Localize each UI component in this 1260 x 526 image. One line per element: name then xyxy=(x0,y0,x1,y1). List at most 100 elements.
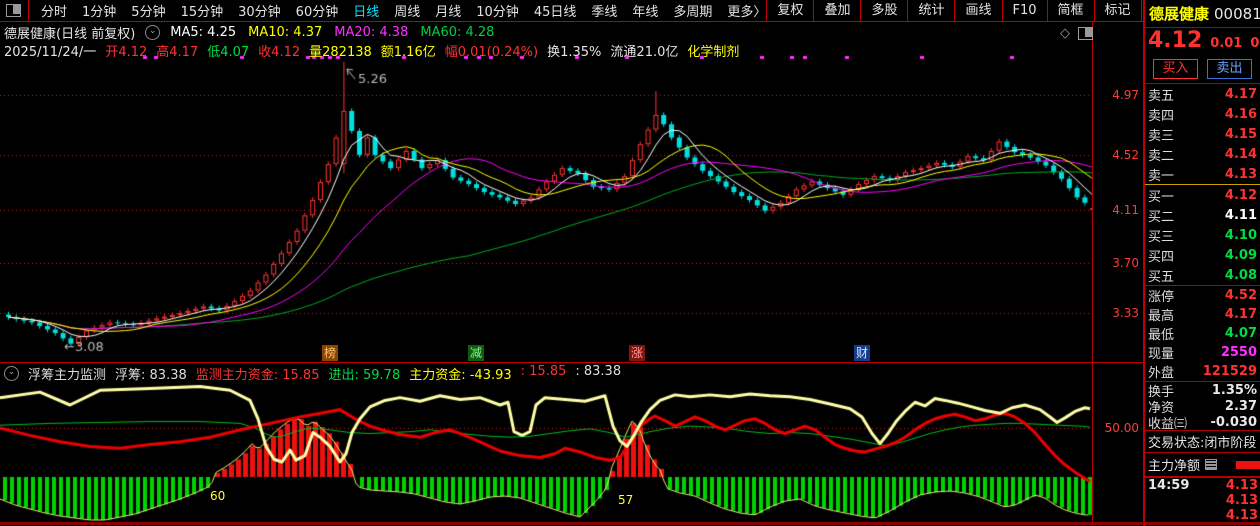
toolbar-button[interactable]: 标记 xyxy=(1093,0,1141,21)
toolbar-button[interactable]: 叠加 xyxy=(813,0,860,21)
ohlc-info-bar: 2025/11/24/一 开4.12 高4.17 低4.07 收4.12 量282138 额… xyxy=(4,42,740,60)
main-net-inflow-row: 主力净额 xyxy=(1145,453,1260,476)
hist-peak-label: 57 xyxy=(618,493,634,507)
indicator-header: ⌄ 浮筹主力监测 浮筹: 83.38 监测主力资金: 15.85 进出: 59.78 主… xyxy=(4,364,621,383)
info-item: 换1.35% xyxy=(547,45,602,60)
split-view-icon[interactable] xyxy=(1078,27,1093,40)
ma-value: MA10: 4.37 xyxy=(248,25,323,40)
chevron-down-icon[interactable]: ⌄ xyxy=(4,365,19,381)
bid-row[interactable]: 买五 4.08 xyxy=(1145,265,1260,285)
bid-row[interactable]: 买三 4.10 xyxy=(1145,225,1260,245)
stat-label: 最高 xyxy=(1148,309,1175,324)
period-tab[interactable]: 60分钟 xyxy=(295,5,339,20)
buy-button[interactable]: 买入 xyxy=(1153,59,1198,79)
info-item: 流通21.0亿 xyxy=(610,45,679,60)
toolbar-button[interactable]: 多股 xyxy=(860,0,907,21)
stats2-section: 换手 1.35% 净资 2.37 收益㈢ -0.030 xyxy=(1145,382,1260,432)
indicator-value: 主力资金: -43.93 xyxy=(409,367,512,383)
period-tab[interactable]: 更多〉 xyxy=(727,5,767,20)
bid-price: 4.12 xyxy=(1224,187,1257,203)
info-item: 幅0.01(0.24%) xyxy=(444,45,539,60)
stat-row: 最高 4.17 xyxy=(1145,305,1260,324)
ask-label: 卖三 xyxy=(1148,128,1175,144)
indicator-value: 浮筹: 83.38 xyxy=(115,367,187,383)
ma-values: MA5: 4.25 MA10: 4.37 MA20: 4.38 MA60: 4.28 xyxy=(170,25,494,40)
list-icon[interactable] xyxy=(1205,459,1218,470)
watermark-chip[interactable]: 财 xyxy=(854,345,870,361)
period-tab[interactable]: 日线 xyxy=(353,5,380,20)
chart-header: 德展健康(日线 前复权) ⌄ MA5: 4.25 MA10: 4.37 MA20: … xyxy=(4,24,494,42)
tick-list: 14:59 4.13 4.13 4.13 xyxy=(1145,478,1260,523)
info-item: 额1.16亿 xyxy=(380,45,436,60)
sell-button[interactable]: 卖出 xyxy=(1207,59,1252,79)
info-item: 高4.17 xyxy=(156,45,199,60)
top-toolbar: 分时 1分钟 5分钟 15分钟 30分钟 60分钟 日线 周线 月线 10分钟 45日线 季线 年线 多周… xyxy=(0,0,1235,22)
trade-status-value: 闭市阶段 xyxy=(1204,436,1257,451)
price-change-pct: 0.24% xyxy=(1250,36,1260,51)
period-tab[interactable]: 分时 xyxy=(41,5,68,20)
period-tab[interactable]: 周线 xyxy=(394,5,421,20)
watermark-chip[interactable]: 涨 xyxy=(629,345,645,361)
stock-chart-canvas[interactable] xyxy=(0,0,1093,526)
toolbar-button[interactable]: 简框 xyxy=(1046,0,1094,21)
ma-value: MA20: 4.38 xyxy=(334,25,409,40)
period-tab[interactable]: 1分钟 xyxy=(82,5,117,20)
tick-row: 4.13 xyxy=(1145,508,1260,523)
window-split-icon[interactable] xyxy=(6,4,21,17)
bid-label: 买三 xyxy=(1148,229,1175,245)
tick-price: 4.13 xyxy=(1225,493,1258,508)
chart-title: 德展健康(日线 前复权) xyxy=(4,27,136,42)
ask-row[interactable]: 卖四 4.16 xyxy=(1145,104,1260,124)
period-tab[interactable]: 45日线 xyxy=(533,5,577,20)
net-inflow-label: 主力净额 xyxy=(1148,459,1201,474)
info-item: 化学制剂 xyxy=(687,45,740,60)
period-tab[interactable]: 季线 xyxy=(591,5,618,20)
tick-price: 4.13 xyxy=(1225,478,1258,493)
period-tab[interactable]: 5分钟 xyxy=(131,5,166,20)
mid-price-separator xyxy=(1145,184,1260,185)
toolbar-button[interactable]: 统计 xyxy=(907,0,954,21)
tick-row: 14:59 4.13 xyxy=(1145,478,1260,493)
chart-corner-icons: ◇ xyxy=(1060,26,1093,41)
stat-label: 净资 xyxy=(1148,400,1175,416)
bid-row[interactable]: 买一 4.12 xyxy=(1145,185,1260,205)
info-item: 低4.07 xyxy=(207,45,250,60)
ask-label: 卖一 xyxy=(1148,168,1175,184)
hist-peak-label: 60 xyxy=(210,489,226,503)
indicator-values: 浮筹主力监测 浮筹: 83.38 监测主力资金: 15.85 进出: 59.78 主力资… xyxy=(28,364,621,383)
ask-row[interactable]: 卖一 4.13 xyxy=(1145,164,1260,184)
ask-price: 4.13 xyxy=(1224,166,1257,182)
period-tab[interactable]: 多周期 xyxy=(673,5,713,20)
period-tab[interactable]: 30分钟 xyxy=(238,5,281,20)
ask-row[interactable]: 卖三 4.15 xyxy=(1145,124,1260,144)
stat-row: 涨停 4.52 xyxy=(1145,286,1260,305)
price-axis-label: 4.11 xyxy=(1112,203,1139,217)
panel-separator xyxy=(1145,381,1260,382)
stat-row: 最低 4.07 xyxy=(1145,324,1260,343)
stat-label: 现量 xyxy=(1148,347,1175,362)
period-tab[interactable]: 年线 xyxy=(632,5,659,20)
panel-separator xyxy=(1145,452,1260,453)
period-tab[interactable]: 10分钟 xyxy=(476,5,519,20)
indicator-value: 进出: 59.78 xyxy=(328,367,401,383)
period-tab[interactable]: 月线 xyxy=(435,5,462,20)
watermark-chip[interactable]: 榜 xyxy=(322,345,338,361)
stat-value: 121529 xyxy=(1202,364,1257,379)
watermark-chip[interactable]: 减 xyxy=(468,345,484,361)
toolbar-button[interactable]: F10 xyxy=(1001,0,1047,21)
price-axis-label: 3.33 xyxy=(1112,306,1139,320)
stat-value: -0.030 xyxy=(1210,414,1257,430)
toolbar-button[interactable]: 复权 xyxy=(766,0,813,21)
bid-row[interactable]: 买四 4.09 xyxy=(1145,245,1260,265)
period-tab[interactable]: 15分钟 xyxy=(180,5,224,20)
price-row: 4.12 0.01 0.24% xyxy=(1145,28,1260,55)
ask-row[interactable]: 卖二 4.14 xyxy=(1145,144,1260,164)
ask-row[interactable]: 卖五 4.17 xyxy=(1145,84,1260,104)
toolbar-button[interactable]: 画线 xyxy=(954,0,1001,21)
bid-row[interactable]: 买二 4.11 xyxy=(1145,205,1260,225)
diamond-icon[interactable]: ◇ xyxy=(1060,26,1070,41)
ask-price: 4.14 xyxy=(1224,146,1257,162)
stats-section: 涨停 4.52 最高 4.17 最低 4.07 现量 2550 外盘 12152… xyxy=(1145,286,1260,381)
chevron-down-icon[interactable]: ⌄ xyxy=(145,25,161,40)
bid-price: 4.08 xyxy=(1224,267,1257,283)
